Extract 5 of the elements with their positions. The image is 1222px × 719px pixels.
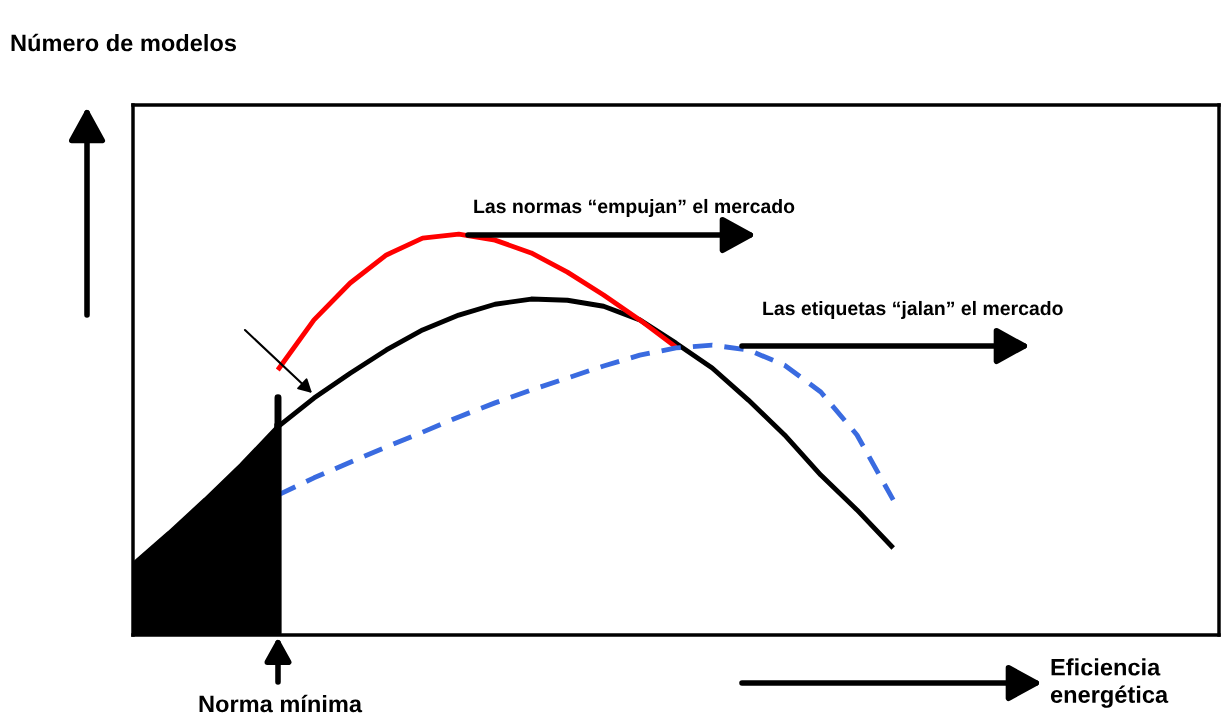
text: Norma mínima: [199, 694, 363, 713]
text: Número de modelos: [11, 33, 236, 52]
x-axis-title: Eficiencia energética: [1050, 658, 1169, 708]
text: Las normas “empujan” el mercado: [474, 198, 795, 218]
annotation: Las etiquetas “jalan” el mercado: [763, 300, 1063, 320]
